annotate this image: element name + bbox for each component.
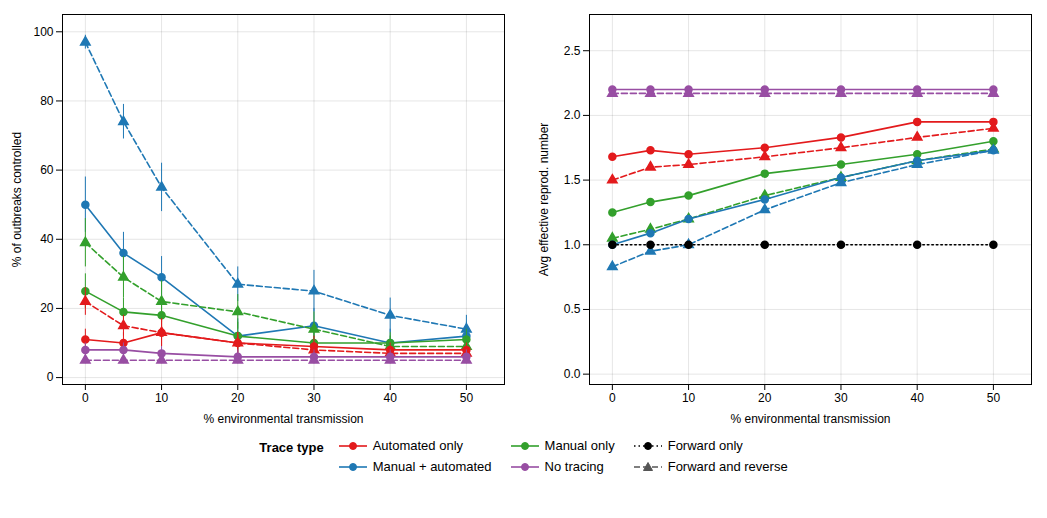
svg-text:80: 80 [40, 94, 54, 108]
svg-text:30: 30 [834, 391, 848, 405]
html-text:Manual only: Manual only [544, 438, 615, 453]
svg-text:% environmental transmission: % environmental transmission [203, 412, 363, 426]
svg-text:2.5: 2.5 [564, 44, 581, 58]
svg-text:40: 40 [384, 391, 398, 405]
svg-text:1.0: 1.0 [564, 238, 581, 252]
html-text:Forward only: Forward only [667, 438, 743, 453]
svg-text:Avg effective reprod. number: Avg effective reprod. number [537, 123, 551, 277]
html-text:Forward and reverse: Forward and reverse [667, 459, 788, 474]
html-text:Manual + automated: Manual + automated [372, 459, 492, 474]
svg-text:1.5: 1.5 [564, 173, 581, 187]
svg-text:10: 10 [682, 391, 696, 405]
svg-text:0: 0 [82, 391, 89, 405]
svg-text:40: 40 [911, 391, 925, 405]
svg-text:30: 30 [307, 391, 321, 405]
svg-text:20: 20 [758, 391, 772, 405]
html-text:No tracing: No tracing [544, 459, 604, 474]
svg-text:2.0: 2.0 [564, 108, 581, 122]
svg-text:% environmental transmission: % environmental transmission [730, 412, 890, 426]
html-text:Trace type: Trace type [259, 440, 324, 455]
svg-text:0.5: 0.5 [564, 302, 581, 316]
svg-text:10: 10 [155, 391, 169, 405]
svg-text:40: 40 [40, 232, 54, 246]
svg-text:% of outbreaks controlled: % of outbreaks controlled [10, 132, 24, 267]
svg-text:60: 60 [40, 163, 54, 177]
svg-text:50: 50 [987, 391, 1001, 405]
svg-text:100: 100 [33, 25, 53, 39]
html-text:Automated only: Automated only [372, 438, 463, 453]
svg-text:0: 0 [609, 391, 616, 405]
svg-text:50: 50 [460, 391, 474, 405]
svg-text:0.0: 0.0 [564, 367, 581, 381]
svg-text:0: 0 [47, 370, 54, 384]
svg-text:20: 20 [231, 391, 245, 405]
svg-text:20: 20 [40, 301, 54, 315]
